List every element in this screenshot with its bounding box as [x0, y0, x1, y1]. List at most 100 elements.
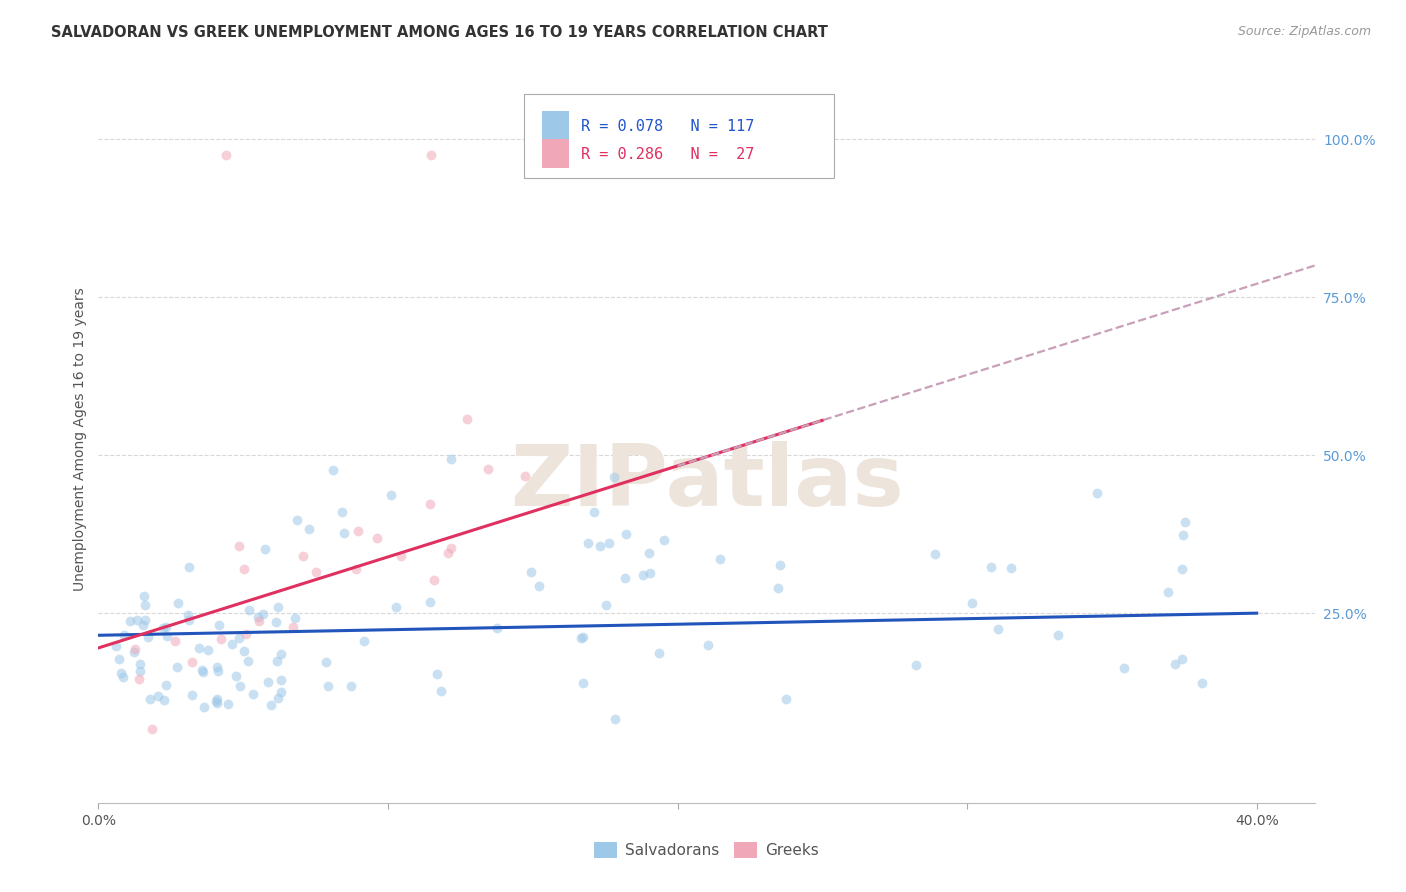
Point: [193, 665, 215, 680]
Point: [709, 551, 731, 566]
Point: [1171, 651, 1194, 665]
Point: [569, 631, 592, 645]
Point: [766, 581, 789, 595]
Point: [330, 505, 353, 519]
Point: [270, 673, 292, 687]
Point: [260, 698, 283, 712]
Y-axis label: Unemployment Among Ages 16 to 19 years: Unemployment Among Ages 16 to 19 years: [73, 287, 87, 591]
Point: [209, 632, 232, 646]
Point: [423, 574, 446, 588]
Text: ZIPatlas: ZIPatlas: [509, 442, 904, 524]
Point: [134, 613, 156, 627]
Point: [638, 566, 661, 580]
Point: [572, 676, 595, 690]
Point: [155, 678, 177, 692]
Point: [112, 628, 135, 642]
Point: [233, 643, 256, 657]
Legend: Salvadorans, Greeks: Salvadorans, Greeks: [588, 836, 825, 864]
Point: [134, 589, 156, 603]
Point: [598, 536, 620, 550]
Point: [346, 524, 368, 539]
Point: [769, 558, 792, 573]
Point: [1085, 486, 1108, 500]
Point: [118, 615, 141, 629]
Point: [344, 561, 367, 575]
Point: [333, 525, 356, 540]
Point: [1173, 527, 1195, 541]
Point: [582, 505, 605, 519]
Point: [129, 664, 152, 678]
Point: [246, 609, 269, 624]
Point: [166, 660, 188, 674]
Point: [775, 691, 797, 706]
FancyBboxPatch shape: [543, 139, 569, 168]
Point: [235, 626, 257, 640]
Point: [366, 531, 388, 545]
Point: [129, 657, 152, 671]
Point: [520, 566, 543, 580]
Point: [179, 613, 201, 627]
Point: [105, 639, 128, 653]
Point: [426, 666, 449, 681]
Point: [515, 468, 537, 483]
Point: [177, 559, 200, 574]
Point: [571, 630, 593, 644]
Point: [205, 692, 228, 706]
Point: [152, 621, 174, 635]
Point: [253, 541, 276, 556]
Point: [191, 663, 214, 677]
Point: [589, 539, 612, 553]
Point: [208, 618, 231, 632]
Point: [980, 559, 1002, 574]
Point: [613, 571, 636, 585]
Point: [108, 652, 131, 666]
Point: [420, 148, 443, 162]
Point: [242, 687, 264, 701]
Point: [1171, 562, 1194, 576]
Point: [287, 513, 309, 527]
Point: [205, 694, 228, 708]
Point: [529, 579, 551, 593]
Point: [180, 655, 202, 669]
Point: [270, 685, 292, 699]
Point: [322, 463, 344, 477]
Point: [389, 549, 412, 563]
Point: [281, 620, 304, 634]
Point: [238, 603, 260, 617]
Point: [156, 629, 179, 643]
Point: [205, 696, 228, 710]
Point: [986, 622, 1008, 636]
Point: [440, 541, 463, 555]
Point: [340, 679, 363, 693]
Point: [124, 641, 146, 656]
Point: [134, 598, 156, 612]
Point: [252, 607, 274, 621]
Point: [1114, 661, 1136, 675]
Point: [1047, 627, 1070, 641]
Point: [207, 664, 229, 678]
Point: [429, 684, 451, 698]
Point: [315, 655, 337, 669]
Point: [456, 411, 478, 425]
Point: [1157, 585, 1180, 599]
Point: [380, 488, 402, 502]
Point: [247, 615, 270, 629]
Point: [960, 596, 983, 610]
Point: [576, 536, 599, 550]
Point: [565, 148, 588, 162]
Point: [595, 599, 617, 613]
Point: [139, 692, 162, 706]
Point: [316, 680, 339, 694]
Point: [110, 665, 132, 680]
Point: [266, 654, 288, 668]
Point: [440, 451, 463, 466]
Point: [228, 540, 250, 554]
Point: [267, 690, 290, 705]
Point: [437, 546, 460, 560]
Point: [267, 600, 290, 615]
Point: [207, 660, 229, 674]
Point: [128, 672, 150, 686]
Point: [221, 637, 243, 651]
Point: [141, 722, 163, 736]
Point: [291, 549, 314, 563]
